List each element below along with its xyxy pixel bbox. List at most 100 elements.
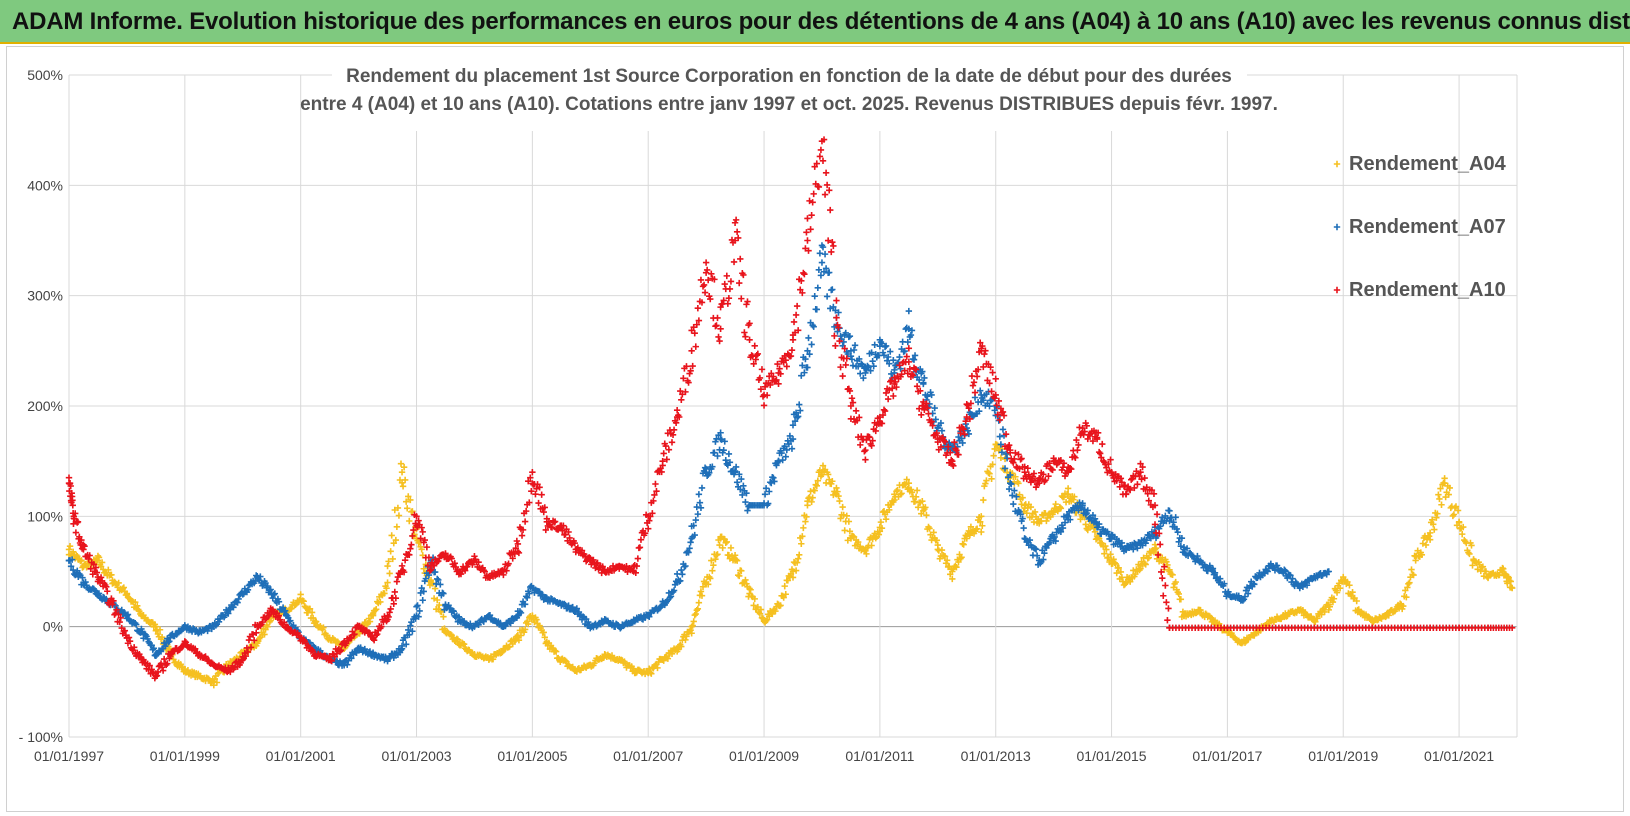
data-point: [877, 518, 885, 526]
data-point: [454, 636, 462, 643]
data-point: [460, 640, 468, 648]
data-point: [923, 511, 930, 519]
data-point: [977, 518, 984, 526]
data-point: [834, 488, 841, 495]
data-point: [719, 544, 726, 552]
data-point: [637, 536, 645, 543]
data-point: [538, 491, 545, 498]
data-point: [811, 487, 818, 494]
data-point: [112, 602, 119, 610]
data-point: [1465, 549, 1472, 556]
data-point: [173, 631, 180, 638]
data-point: [1312, 618, 1319, 626]
data-point: [156, 626, 164, 633]
data-point: [885, 506, 893, 514]
data-point: [911, 498, 919, 505]
data-point: [1441, 475, 1448, 482]
data-point: [1141, 560, 1148, 567]
data-point: [819, 462, 827, 469]
data-point: [404, 505, 411, 512]
data-point: [908, 489, 916, 496]
data-point: [497, 619, 504, 627]
data-point: [1095, 535, 1103, 542]
x-tick-label: 01/01/2001: [266, 748, 336, 764]
data-point: [989, 461, 996, 468]
x-tick-label: 01/01/2005: [497, 748, 567, 764]
data-point: [1174, 529, 1181, 536]
data-point: [846, 332, 854, 340]
data-point: [715, 536, 722, 544]
data-point: [1408, 566, 1415, 573]
data-point: [65, 474, 73, 481]
data-point: [955, 558, 962, 566]
data-point: [413, 603, 420, 610]
data-point: [234, 599, 241, 606]
data-point: [67, 563, 75, 570]
data-point: [82, 578, 89, 586]
data-point: [540, 508, 547, 516]
data-point: [817, 146, 825, 154]
data-point: [1090, 525, 1098, 532]
data-point: [1071, 493, 1078, 500]
data-point: [783, 363, 790, 370]
data-point: [688, 630, 695, 637]
data-point: [678, 643, 685, 650]
data-point: [902, 325, 909, 333]
data-point: [903, 476, 910, 483]
data-point: [1336, 585, 1344, 592]
data-point: [800, 269, 807, 277]
data-point: [418, 546, 425, 553]
data-point: [134, 602, 141, 610]
data-point: [158, 634, 166, 641]
data-point: [460, 617, 468, 625]
data-point: [664, 655, 672, 662]
data-point: [502, 622, 509, 630]
data-point: [398, 642, 406, 650]
data-point: [1007, 480, 1014, 487]
data-point: [806, 197, 813, 205]
data-point: [165, 638, 172, 646]
data-point: [850, 346, 858, 354]
data-point: [344, 661, 351, 668]
data-point: [372, 606, 380, 613]
data-point: [790, 318, 798, 326]
data-point: [687, 626, 694, 634]
data-point: [811, 292, 818, 300]
data-point: [808, 341, 815, 348]
data-point: [986, 470, 993, 477]
data-point: [1425, 533, 1433, 540]
data-point: [1099, 440, 1106, 448]
data-point: [818, 471, 826, 478]
data-point: [1160, 592, 1167, 599]
data-point: [1508, 584, 1515, 591]
data-point: [688, 623, 695, 630]
data-point: [1385, 612, 1392, 619]
data-point: [98, 559, 106, 566]
scatter-chart: - 100% 0% 100% 200% 300% 400% 500% 01/01/1997 01…: [19, 59, 1518, 764]
data-point: [665, 446, 673, 453]
data-point: [857, 370, 864, 377]
data-point: [368, 611, 376, 619]
data-point: [772, 607, 779, 615]
data-point: [868, 542, 875, 549]
data-point: [816, 250, 824, 257]
data-point: [1428, 516, 1436, 523]
data-point: [407, 622, 414, 629]
x-tick-label: 01/01/2007: [613, 748, 683, 764]
data-point: [422, 575, 430, 582]
data-point: [415, 613, 422, 620]
data-point: [787, 570, 795, 578]
data-point: [708, 270, 715, 277]
data-point: [893, 488, 900, 495]
data-point: [1430, 521, 1437, 528]
data-point: [489, 655, 497, 663]
legend-item: Rendement_A04: [1333, 153, 1507, 175]
data-point: [835, 492, 842, 500]
data-point: [902, 481, 909, 488]
data-point: [1162, 582, 1169, 589]
data-point: [1056, 503, 1064, 511]
data-point: [742, 333, 749, 340]
data-point: [788, 347, 796, 354]
legend-label: Rendement_A04: [1349, 153, 1507, 175]
data-point: [634, 555, 642, 562]
